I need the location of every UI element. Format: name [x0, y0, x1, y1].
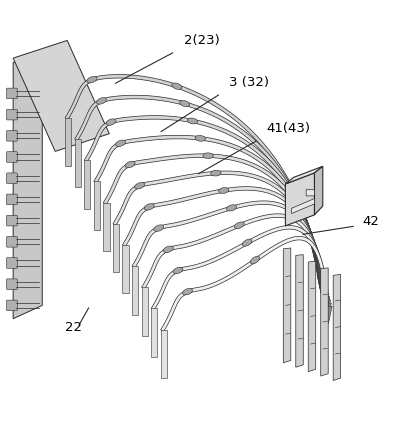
Polygon shape [84, 160, 90, 209]
FancyBboxPatch shape [7, 88, 18, 99]
Polygon shape [132, 266, 138, 315]
Polygon shape [65, 118, 71, 166]
FancyBboxPatch shape [7, 300, 18, 311]
Ellipse shape [203, 153, 213, 159]
Ellipse shape [154, 225, 164, 231]
Polygon shape [324, 306, 332, 324]
Polygon shape [13, 40, 109, 152]
Polygon shape [13, 49, 42, 319]
Ellipse shape [180, 101, 190, 107]
Polygon shape [285, 166, 323, 184]
Polygon shape [84, 116, 322, 281]
FancyBboxPatch shape [7, 279, 18, 290]
FancyBboxPatch shape [7, 109, 18, 120]
Polygon shape [113, 171, 324, 291]
Text: 3 (32): 3 (32) [229, 76, 269, 89]
Polygon shape [161, 330, 167, 378]
Polygon shape [317, 275, 324, 292]
FancyBboxPatch shape [7, 173, 18, 183]
Polygon shape [151, 308, 157, 357]
FancyBboxPatch shape [7, 258, 18, 268]
Polygon shape [322, 294, 329, 311]
Ellipse shape [187, 118, 198, 124]
Ellipse shape [96, 97, 106, 104]
Polygon shape [65, 74, 321, 275]
Ellipse shape [125, 161, 135, 168]
Ellipse shape [172, 83, 182, 89]
Polygon shape [320, 287, 327, 305]
Polygon shape [123, 245, 129, 293]
Ellipse shape [250, 256, 260, 264]
Ellipse shape [183, 288, 193, 295]
Text: 42: 42 [362, 215, 379, 228]
Polygon shape [94, 135, 323, 284]
Ellipse shape [219, 187, 229, 194]
Polygon shape [318, 278, 325, 295]
FancyBboxPatch shape [7, 237, 18, 247]
Ellipse shape [116, 140, 126, 147]
Polygon shape [321, 291, 328, 308]
Polygon shape [296, 255, 303, 367]
Polygon shape [308, 261, 316, 372]
FancyBboxPatch shape [7, 194, 18, 205]
Polygon shape [123, 187, 325, 294]
Polygon shape [161, 237, 328, 332]
Polygon shape [314, 166, 323, 215]
Polygon shape [291, 190, 314, 214]
Ellipse shape [163, 246, 173, 253]
Ellipse shape [106, 119, 116, 125]
Polygon shape [333, 275, 341, 381]
Ellipse shape [226, 205, 236, 211]
Polygon shape [113, 224, 119, 272]
Ellipse shape [211, 170, 221, 176]
FancyBboxPatch shape [7, 152, 18, 162]
Polygon shape [75, 95, 322, 278]
Polygon shape [103, 202, 110, 251]
Polygon shape [142, 288, 148, 336]
Polygon shape [319, 284, 327, 302]
Polygon shape [322, 297, 330, 315]
Polygon shape [75, 139, 81, 187]
Polygon shape [103, 154, 324, 288]
Polygon shape [324, 303, 332, 321]
Text: 2(23): 2(23) [183, 34, 219, 47]
Text: 41(43): 41(43) [267, 122, 311, 136]
Ellipse shape [135, 183, 145, 189]
Polygon shape [285, 173, 314, 226]
Ellipse shape [234, 222, 244, 229]
Text: 22: 22 [65, 321, 82, 334]
FancyBboxPatch shape [7, 215, 18, 226]
Polygon shape [94, 181, 100, 230]
Polygon shape [321, 268, 328, 376]
FancyBboxPatch shape [7, 131, 18, 141]
Polygon shape [283, 248, 291, 363]
Polygon shape [151, 225, 328, 311]
Ellipse shape [195, 136, 206, 141]
Polygon shape [319, 281, 326, 299]
Ellipse shape [173, 267, 183, 274]
Ellipse shape [242, 239, 252, 246]
Ellipse shape [144, 204, 154, 210]
Ellipse shape [87, 77, 97, 83]
Polygon shape [132, 201, 326, 297]
Polygon shape [142, 214, 327, 300]
Polygon shape [323, 300, 331, 318]
